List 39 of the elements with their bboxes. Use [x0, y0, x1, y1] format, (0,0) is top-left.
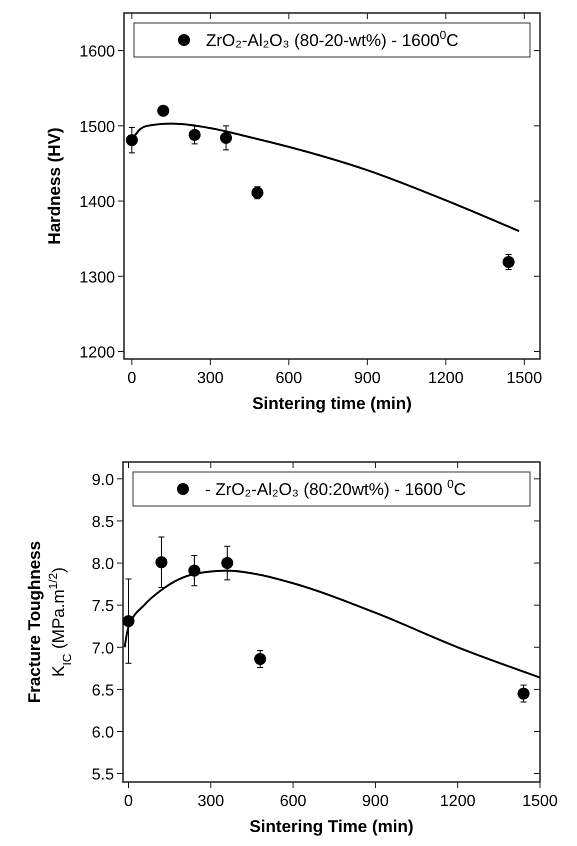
x-tick-label: 900	[354, 370, 381, 387]
y-tick-label: 8.0	[92, 556, 114, 574]
y-tick-label: 8.5	[92, 514, 114, 531]
point	[188, 128, 201, 141]
y-tick-label: 1300	[79, 269, 116, 286]
y-tick-label: 5.5	[92, 766, 114, 784]
y-tick-label: 1200	[79, 344, 116, 362]
point	[251, 186, 264, 199]
x-tick-label: 1200	[428, 370, 464, 387]
x-tick-label: 1200	[440, 793, 476, 810]
x-tick-label: 300	[197, 793, 224, 810]
point	[155, 556, 168, 568]
x-tick-label: 600	[280, 793, 307, 810]
x-axis-title: Sintering Time (min)	[249, 817, 414, 836]
point	[518, 688, 530, 700]
x-tick-label: 600	[275, 370, 302, 387]
x-tick-label: 300	[196, 370, 224, 387]
legend-label: ZrO₂-Al₂O₃ (80-20-wt%) - 1600$^{0}$C	[206, 28, 459, 50]
x-tick-label: 0	[127, 370, 136, 387]
x-tick-label: 1500	[522, 793, 558, 810]
point	[254, 653, 266, 666]
x-axis-title: Sintering time (min)	[252, 394, 412, 413]
y-tick-label: 1600	[79, 44, 116, 61]
y-tick-label: 9.0	[92, 472, 114, 489]
y-tick-label: 7.5	[92, 598, 114, 616]
y-tick-label: 6.5	[92, 682, 114, 700]
y-tick-label: 1400	[79, 194, 116, 212]
x-tick-label: 0	[124, 793, 134, 810]
point	[220, 132, 232, 144]
point	[157, 104, 170, 117]
y-axis-title: Hardness (HV)	[45, 127, 64, 245]
legend-label: - ZrO₂-Al₂O₃ (80:20wt%) - 1600 $^{0}$C	[205, 477, 466, 499]
x-tick-label: 1500	[506, 370, 542, 387]
y-tick-label: 1500	[79, 118, 116, 136]
x-tick-label: 900	[362, 793, 389, 810]
point	[502, 256, 515, 268]
point	[221, 557, 234, 570]
y-tick-label: 6.0	[92, 724, 114, 742]
y-tick-label: 7.0	[92, 640, 114, 658]
